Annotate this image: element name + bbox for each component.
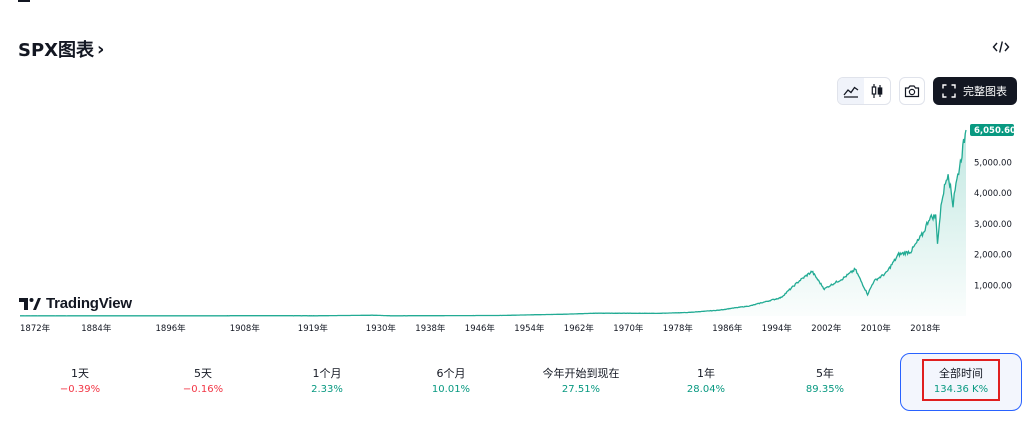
area-chart-button[interactable] xyxy=(838,78,864,104)
area-chart-icon xyxy=(843,86,859,98)
x-tick-label: 2002年 xyxy=(811,323,842,334)
range-3[interactable]: 1个月 2.33% xyxy=(272,353,382,411)
range-5[interactable]: 今年开始到现在 27.51% xyxy=(526,353,636,411)
top-divider xyxy=(18,0,30,2)
range-change-value: −0.16% xyxy=(182,384,224,395)
embed-code-icon[interactable] xyxy=(992,38,1010,56)
price-area-fill xyxy=(20,130,966,316)
range-4[interactable]: 6个月 10.01% xyxy=(396,353,506,411)
x-tick-label: 2018年 xyxy=(910,323,941,334)
range-change-value: 28.04% xyxy=(686,384,726,395)
y-tick-label: 2,000.00 xyxy=(974,251,1012,261)
range-label: 6个月 xyxy=(436,367,466,380)
tradingview-logo[interactable]: TradingView xyxy=(19,295,132,312)
screenshot-button[interactable] xyxy=(899,77,925,105)
y-tick-label: 5,000.00 xyxy=(974,158,1012,168)
x-tick-label: 1884年 xyxy=(81,323,112,334)
full-chart-button[interactable]: 完整图表 xyxy=(933,77,1017,105)
fullscreen-icon xyxy=(942,84,956,98)
range-label: 今年开始到现在 xyxy=(542,367,620,380)
range-7[interactable]: 5年 89.35% xyxy=(770,353,880,411)
x-tick-label: 1919年 xyxy=(298,323,329,334)
x-tick-label: 1970年 xyxy=(613,323,644,334)
x-tick-label: 1908年 xyxy=(230,323,261,334)
chart-style-toggle xyxy=(837,77,891,105)
range-change-value: 10.01% xyxy=(431,384,471,395)
last-price-tag xyxy=(970,124,1014,136)
range-label: 5年 xyxy=(816,367,834,380)
full-chart-label: 完整图表 xyxy=(963,85,1007,98)
x-tick-label: 1994年 xyxy=(762,323,793,334)
price-chart[interactable]: 5,000.00 4,000.00 3,000.00 2,000.00 1,000.00… xyxy=(0,118,1024,338)
camera-icon xyxy=(904,85,920,98)
x-tick-label: 1896年 xyxy=(156,323,187,334)
tradingview-wordmark: TradingView xyxy=(46,295,132,312)
x-tick-label: 2010年 xyxy=(861,323,892,334)
candle-chart-button[interactable] xyxy=(864,78,890,104)
x-tick-label: 1946年 xyxy=(465,323,496,334)
last-price-label: 6,050.60 xyxy=(974,126,1016,136)
x-tick-label: 1978年 xyxy=(663,323,694,334)
range-6[interactable]: 1年 28.04% xyxy=(651,353,761,411)
x-tick-label: 1954年 xyxy=(514,323,545,334)
chart-title-link[interactable]: SPX图表 › xyxy=(18,36,104,62)
range-change-value: 2.33% xyxy=(311,384,343,395)
x-tick-label: 1938年 xyxy=(415,323,446,334)
x-tick-label: 1962年 xyxy=(564,323,595,334)
tradingview-logo-icon xyxy=(19,297,41,310)
range-change-value: −0.39% xyxy=(59,384,101,395)
range-8[interactable]: 全部时间 134.36 K% xyxy=(900,353,1022,411)
range-1[interactable]: 1天 −0.39% xyxy=(25,353,135,411)
range-change-value: 134.36 K% xyxy=(933,384,989,395)
price-line xyxy=(20,129,967,317)
range-label: 5天 xyxy=(194,367,212,380)
x-tick-label: 1872年 xyxy=(20,323,51,334)
chevron-right-icon: › xyxy=(97,38,105,60)
range-label: 1天 xyxy=(71,367,89,380)
range-label: 1个月 xyxy=(312,367,342,380)
performance-ranges: 1天 −0.39% 5天 −0.16% 1个月 2.33% 6个月 10.01% 今年开始到现在… xyxy=(18,353,1022,411)
highlight-box xyxy=(922,359,1000,401)
y-tick-label: 3,000.00 xyxy=(974,220,1012,230)
chart-toolbar: 完整图表 xyxy=(837,77,1017,105)
page-title: SPX图表 xyxy=(18,40,95,61)
y-tick-label: 4,000.00 xyxy=(974,189,1012,199)
range-label: 1年 xyxy=(697,367,715,380)
range-2[interactable]: 5天 −0.16% xyxy=(148,353,258,411)
range-change-value: 89.35% xyxy=(805,384,845,395)
x-tick-label: 1986年 xyxy=(712,323,743,334)
range-change-value: 27.51% xyxy=(561,384,601,395)
y-tick-label: 1,000.00 xyxy=(974,281,1012,291)
range-label: 全部时间 xyxy=(939,367,983,380)
candlestick-icon xyxy=(871,84,883,98)
x-tick-label: 1930年 xyxy=(366,323,397,334)
